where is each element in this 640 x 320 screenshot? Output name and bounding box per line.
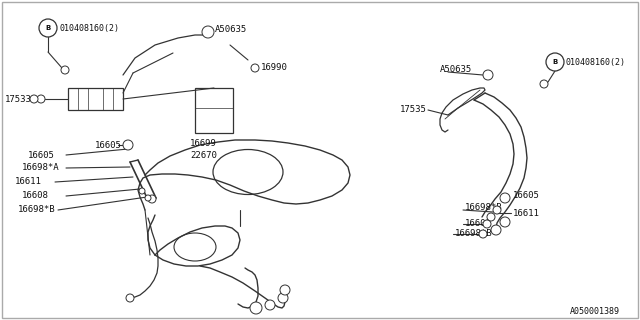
Circle shape xyxy=(61,66,69,74)
Text: 16605: 16605 xyxy=(513,191,540,201)
Text: A50635: A50635 xyxy=(440,66,472,75)
Circle shape xyxy=(202,26,214,38)
Circle shape xyxy=(546,53,564,71)
Text: 16698*B: 16698*B xyxy=(465,204,502,212)
Text: 17533: 17533 xyxy=(5,94,32,103)
Ellipse shape xyxy=(174,233,216,261)
Text: 16990: 16990 xyxy=(261,63,288,73)
Text: 16611: 16611 xyxy=(15,178,42,187)
Circle shape xyxy=(30,95,38,103)
Text: 16608: 16608 xyxy=(465,220,492,228)
Circle shape xyxy=(37,95,45,103)
Text: 010408160(2): 010408160(2) xyxy=(60,23,120,33)
Text: 16698*B: 16698*B xyxy=(18,205,56,214)
Circle shape xyxy=(123,140,133,150)
Text: A050001389: A050001389 xyxy=(570,308,620,316)
Text: 16608: 16608 xyxy=(22,191,49,201)
Text: B: B xyxy=(552,59,557,65)
Text: 16605: 16605 xyxy=(95,140,122,149)
Text: 22670: 22670 xyxy=(190,151,217,161)
Bar xyxy=(68,88,123,110)
Circle shape xyxy=(251,64,259,72)
Circle shape xyxy=(479,230,487,238)
Circle shape xyxy=(145,195,151,201)
Circle shape xyxy=(487,213,495,221)
Text: 17535: 17535 xyxy=(400,106,427,115)
Circle shape xyxy=(265,300,275,310)
Circle shape xyxy=(500,193,510,203)
Circle shape xyxy=(483,220,491,228)
Circle shape xyxy=(491,225,501,235)
Circle shape xyxy=(278,293,288,303)
Circle shape xyxy=(280,285,290,295)
Text: 16699: 16699 xyxy=(190,139,217,148)
Circle shape xyxy=(39,19,57,37)
Circle shape xyxy=(483,70,493,80)
Text: 010408160(2): 010408160(2) xyxy=(565,58,625,67)
Text: 16605: 16605 xyxy=(28,150,55,159)
Circle shape xyxy=(148,195,156,203)
Circle shape xyxy=(540,80,548,88)
Text: B: B xyxy=(45,25,51,31)
Circle shape xyxy=(139,188,145,194)
Circle shape xyxy=(250,302,262,314)
Bar xyxy=(195,88,233,133)
Circle shape xyxy=(126,294,134,302)
Circle shape xyxy=(493,206,501,214)
Text: 16698*B: 16698*B xyxy=(455,229,493,238)
Text: 16698*A: 16698*A xyxy=(22,164,60,172)
Text: A50635: A50635 xyxy=(215,26,247,35)
Ellipse shape xyxy=(213,149,283,195)
Circle shape xyxy=(500,217,510,227)
Text: 16611: 16611 xyxy=(513,209,540,218)
